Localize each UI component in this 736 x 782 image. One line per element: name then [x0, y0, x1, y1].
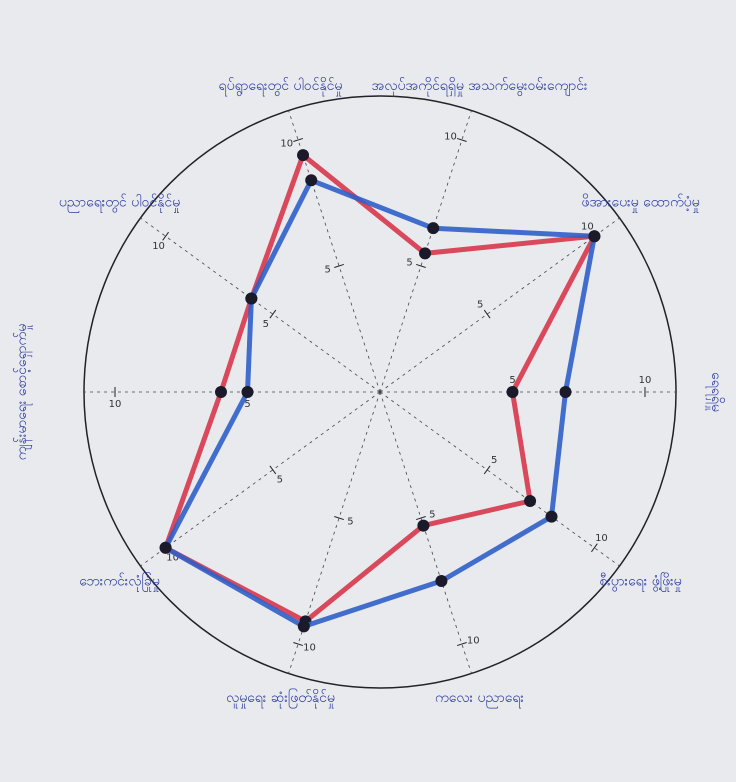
tick-label: 10: [444, 131, 457, 142]
point: [242, 386, 254, 398]
point: [215, 386, 227, 398]
point: [305, 174, 317, 186]
point: [419, 247, 431, 259]
tick-label: 10: [109, 399, 122, 410]
tick-label: 10: [467, 635, 480, 646]
axis-label: စီးပွားရေး ဖွံ့ဖြိုးမှု: [599, 572, 681, 591]
point: [417, 520, 429, 532]
point: [298, 620, 310, 632]
point: [560, 386, 572, 398]
axis-label: ရပ်ရွာရေးတွင် ပါဝင်နိုင်မှု: [219, 78, 343, 96]
point: [297, 149, 309, 161]
tick-label: 5: [324, 265, 330, 276]
tick-label: 5: [477, 299, 483, 310]
axis-label: ကလေး ပညာရေး: [435, 690, 524, 708]
tick-label: 5: [429, 509, 435, 520]
point: [245, 293, 257, 305]
chart: 5 10 ရေရရှိမှု 5 10 ဖိအားပေးမှု ထောက်ပံ့မှု 5 1…: [0, 0, 736, 782]
tick-label: 10: [303, 643, 316, 654]
paper: [0, 0, 736, 782]
tick-label: 5: [491, 455, 497, 466]
axis-label: ဘေးကင်းလုံခြုံမှု: [79, 572, 160, 591]
tick-label: 10: [280, 139, 293, 150]
tick-label: 10: [595, 533, 608, 544]
point: [435, 575, 447, 587]
tick-label: 10: [639, 375, 652, 386]
axis-label: ဖိအားပေးမှု ထောက်ပံ့မှု: [581, 195, 699, 213]
axis-label: လူမှုရေး ဆုံးဖြတ်နိုင်မှု: [226, 689, 335, 708]
point: [524, 495, 536, 507]
axis-label: အလုပ်အကိုင်ရရှိမှု အသက်မွေးဝမ်းကျောင်း: [371, 78, 587, 96]
tick-label: 5: [347, 517, 353, 528]
axis-label: ရေရရှိမှု: [706, 372, 724, 412]
point: [427, 222, 439, 234]
axis-label: ကျန်းမာရေး စောင့်ရှောက်မှု: [14, 324, 32, 461]
tick-label: 5: [263, 319, 269, 330]
point: [546, 511, 558, 523]
tick-label: 10: [152, 241, 165, 252]
point: [588, 230, 600, 242]
page: {"chart_data": {"type": "radar", "axes":…: [0, 0, 736, 782]
point: [160, 542, 172, 554]
point: [507, 386, 519, 398]
tick-label: 5: [406, 257, 412, 268]
tick-label: 5: [277, 475, 283, 486]
axis-label: ပညာရေးတွင် ပါဝင်နိုင်မှု: [59, 195, 180, 213]
